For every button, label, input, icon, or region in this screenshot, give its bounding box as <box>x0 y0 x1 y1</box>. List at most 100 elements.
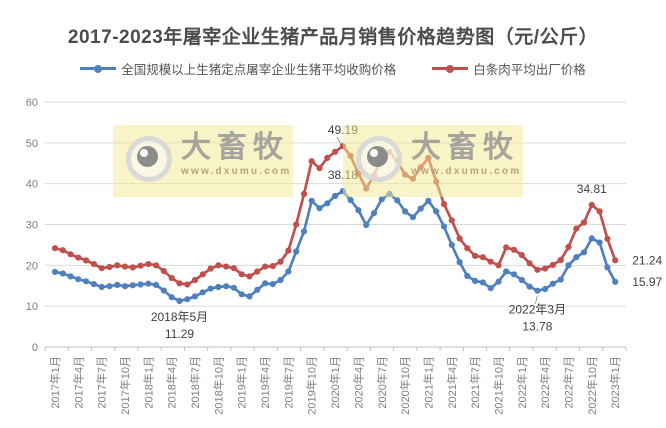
data-point <box>479 254 486 261</box>
data-point <box>129 264 136 271</box>
data-point <box>425 197 432 204</box>
data-point <box>440 223 448 230</box>
data-point <box>433 178 440 185</box>
data-point <box>588 235 595 242</box>
x-axis-label: 2018年1月 <box>141 356 155 409</box>
data-point <box>316 165 323 172</box>
data-point <box>495 278 502 285</box>
data-point <box>106 263 113 271</box>
data-point <box>121 283 129 290</box>
x-axis-label: 2019年10月 <box>305 356 319 415</box>
data-point <box>83 278 90 285</box>
x-axis-label: 2019年4月 <box>258 356 272 409</box>
data-point <box>332 192 339 199</box>
data-point <box>612 278 619 285</box>
data-point <box>106 283 113 290</box>
x-axis-label: 2019年7月 <box>281 356 295 409</box>
data-point <box>137 281 144 288</box>
data-point <box>534 266 541 273</box>
data-point <box>487 258 494 265</box>
legend-label-acquisition-price: 全国规模以上生猪定点屠宰企业生猪平均收购价格 <box>121 63 397 77</box>
x-axis-label: 2018年4月 <box>165 356 179 409</box>
x-axis-label: 2022年4月 <box>538 356 552 409</box>
data-point <box>557 276 564 283</box>
data-point <box>347 196 354 204</box>
data-point <box>440 201 448 208</box>
data-point <box>596 208 603 215</box>
x-axis-label: 2017年1月 <box>48 356 62 409</box>
data-point <box>223 263 230 270</box>
data-point <box>456 235 463 242</box>
data-point <box>277 258 284 265</box>
data-point <box>269 281 276 288</box>
data-point <box>114 281 121 288</box>
x-axis-label: 2021年1月 <box>421 356 435 409</box>
data-point <box>542 285 549 293</box>
x-axis-label: 2018年10月 <box>211 356 225 415</box>
data-point <box>472 252 479 259</box>
data-point <box>98 265 105 272</box>
data-point <box>153 281 160 288</box>
data-point <box>199 289 206 296</box>
data-point <box>137 262 144 269</box>
x-axis-label: 2021年4月 <box>445 356 459 409</box>
data-point <box>145 280 152 287</box>
data-point <box>448 217 455 224</box>
data-point <box>402 208 409 215</box>
data-point <box>90 261 97 268</box>
data-point <box>230 284 237 291</box>
data-point <box>363 221 370 228</box>
x-axis-label: 2017年10月 <box>118 356 132 415</box>
data-point <box>254 286 261 293</box>
data-point <box>370 210 378 217</box>
chart-title: 2017-2023年屠宰企业生猪产品月销售价格趋势图（元/公斤） <box>67 27 599 48</box>
y-axis-label: 0 <box>32 342 38 354</box>
x-axis-label: 2022年10月 <box>585 356 599 415</box>
data-annotation: 11.29 <box>165 327 194 341</box>
data-annotation: 34.81 <box>577 182 607 196</box>
x-axis-label: 2017年4月 <box>71 356 85 409</box>
data-point <box>300 228 308 235</box>
data-point <box>184 281 191 288</box>
data-point <box>332 148 339 155</box>
data-point <box>580 219 588 226</box>
data-point <box>417 205 424 212</box>
data-point <box>285 268 292 275</box>
x-axis-label: 2022年7月 <box>561 356 575 409</box>
data-point <box>456 259 463 266</box>
data-point <box>448 241 455 248</box>
data-point <box>464 272 471 280</box>
data-point <box>464 245 471 252</box>
data-point <box>417 164 424 171</box>
data-point <box>176 297 183 304</box>
x-axis-label: 2020年7月 <box>375 356 389 409</box>
data-point <box>503 244 510 251</box>
data-point <box>191 293 199 300</box>
data-point <box>510 271 518 278</box>
data-point <box>168 274 175 282</box>
data-point <box>518 252 525 259</box>
data-point <box>262 280 269 287</box>
x-axis-label: 2018年7月 <box>188 356 202 409</box>
data-point <box>238 271 245 278</box>
x-axis-label: 2023年1月 <box>608 356 622 409</box>
data-point <box>347 152 354 159</box>
data-point <box>254 268 261 275</box>
data-annotation: 49.19 <box>328 123 358 137</box>
data-point <box>207 285 214 292</box>
data-point <box>67 251 74 258</box>
data-point <box>386 148 393 155</box>
legend-item-acquisition-price: 全国规模以上生猪定点屠宰企业生猪平均收购价格 <box>80 59 396 78</box>
data-point <box>604 235 611 242</box>
data-point <box>153 262 160 269</box>
data-point <box>230 265 237 272</box>
data-point <box>308 158 315 165</box>
y-axis-label: 60 <box>26 97 38 109</box>
data-point <box>495 262 502 269</box>
data-point <box>370 172 378 179</box>
data-annotation: 2022年3月 <box>509 303 566 317</box>
x-axis-label: 2020年1月 <box>328 356 342 409</box>
data-point <box>215 262 222 269</box>
